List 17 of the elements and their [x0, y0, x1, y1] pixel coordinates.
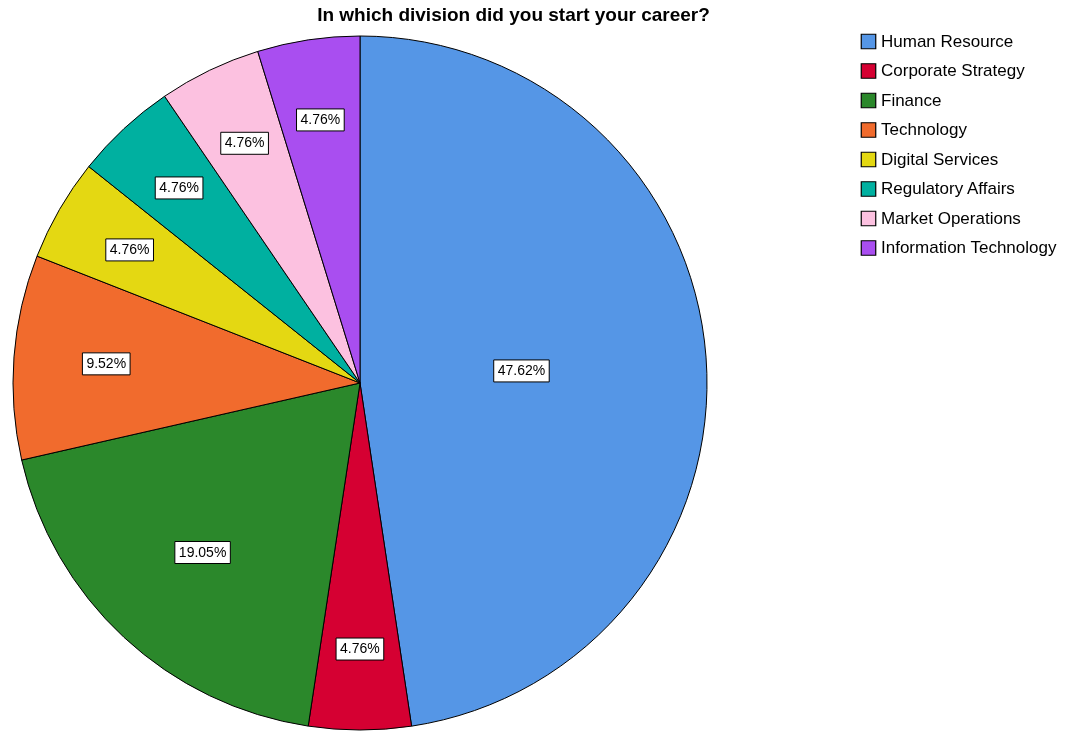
data-label: 4.76%	[340, 640, 380, 657]
chart-title: In which division did you start your career?	[317, 4, 710, 25]
legend-label: Corporate Strategy	[881, 61, 1026, 80]
legend-label: Information Technology	[881, 238, 1057, 257]
legend-label: Digital Services	[881, 149, 999, 169]
legend-label: Market Operations	[881, 208, 1021, 228]
data-label: 4.76%	[300, 110, 341, 127]
data-label: 19.05%	[178, 543, 227, 560]
data-label: 4.76%	[224, 134, 265, 151]
legend-label: Regulatory Affairs	[881, 179, 1015, 198]
legend-label: Human Resource	[881, 31, 1014, 51]
data-label: 9.52%	[86, 354, 127, 371]
legend-label: Technology	[881, 120, 968, 139]
data-label: 4.76%	[109, 240, 150, 257]
data-label: 47.62%	[497, 361, 546, 378]
legend-label: Finance	[881, 90, 942, 110]
data-label: 4.76%	[159, 178, 199, 195]
